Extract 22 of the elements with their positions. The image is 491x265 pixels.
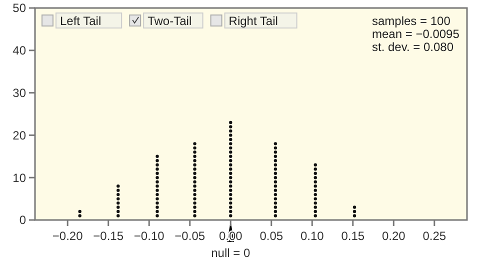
x-tick-label: −0.20	[52, 229, 84, 243]
x-tick-label: 0.20	[382, 229, 406, 243]
y-tick-label: 10	[12, 170, 26, 185]
annotation: null = 0	[211, 246, 250, 260]
annotation: Two-Tail	[148, 14, 192, 28]
y-tick-label: 0	[19, 213, 26, 228]
y-tick-label: 40	[12, 44, 26, 58]
x-tick-label: 0.10	[300, 229, 324, 243]
x-tick-label: −0.05	[174, 229, 206, 243]
y-tick-label: 20	[12, 128, 26, 142]
x-tick-label: 0.05	[260, 229, 284, 243]
x-tick-label: −0.15	[93, 229, 124, 243]
annotation: Left Tail	[60, 14, 102, 28]
y-tick-label: 30	[12, 86, 26, 100]
annotation: Right Tail	[228, 14, 278, 28]
annotation: mean = −0.0095	[372, 27, 460, 41]
x-tick-label: 0.25	[422, 229, 446, 243]
x-tick-label: −0.10	[134, 229, 165, 243]
y-tick-label: 50	[12, 1, 26, 16]
annotation: st. dev. = 0.080	[372, 40, 454, 54]
x-tick-label: 0.15	[341, 229, 365, 243]
annotation: samples = 100	[372, 14, 451, 28]
